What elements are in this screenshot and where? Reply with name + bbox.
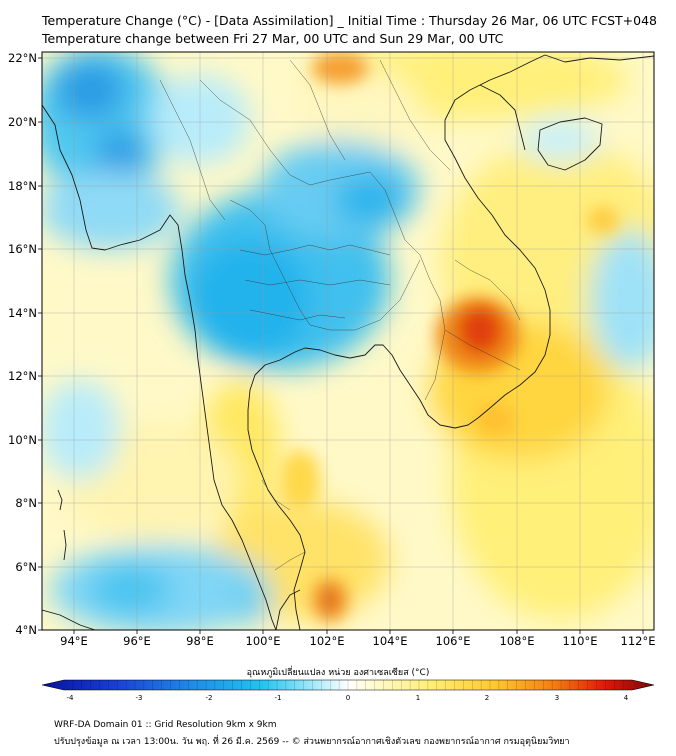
lon-label: 100°E <box>246 634 281 648</box>
colorbar-tick: 4 <box>624 694 629 702</box>
lat-label: 12°N <box>8 369 37 383</box>
province-borders <box>159 59 521 571</box>
lon-label: 108°E <box>500 634 535 648</box>
plot-frame <box>41 51 655 631</box>
colorbar-tick: -3 <box>136 694 143 702</box>
temperature-field <box>42 52 654 630</box>
colorbar-tick: 3 <box>555 694 559 702</box>
lon-label: 102°E <box>310 634 345 648</box>
map-subtitle: Temperature change between Fri 27 Mar, 0… <box>42 31 504 46</box>
lat-label: 16°N <box>8 242 37 256</box>
lon-label: 94°E <box>60 634 88 648</box>
colorbar-title: อุณหภูมิเปลี่ยนแปลง หน่วย องศาเซลเซียส (… <box>246 668 430 678</box>
colorbar-tick: -2 <box>206 694 213 702</box>
lat-label: 10°N <box>8 433 37 447</box>
lon-label: 104°E <box>373 634 408 648</box>
lon-label: 110°E <box>563 634 598 648</box>
lat-label: 20°N <box>8 115 37 129</box>
colorbar-tick: -1 <box>275 694 282 702</box>
colorbar: -4 -3 -2 -1 0 1 2 3 4 <box>41 679 655 702</box>
lat-label: 22°N <box>8 51 37 65</box>
lon-label: 98°E <box>186 634 214 648</box>
footer-model-info: WRF-DA Domain 01 :: Grid Resolution 9km … <box>54 720 277 730</box>
graticule <box>42 52 654 630</box>
lon-label: 106°E <box>436 634 471 648</box>
lat-label: 14°N <box>8 306 37 320</box>
lat-label: 4°N <box>15 623 37 637</box>
coastlines <box>42 54 654 630</box>
map-title: Temperature Change (°C) - [Data Assimila… <box>42 13 657 28</box>
colorbar-tick: 1 <box>416 694 420 702</box>
lat-label: 6°N <box>15 560 37 574</box>
colorbar-tick: 2 <box>485 694 489 702</box>
lat-label: 8°N <box>15 496 37 510</box>
footer-credit: ปรับปรุงข้อมูล ณ เวลา 13:00น. วัน พฤ. ที… <box>54 737 570 747</box>
lon-label: 112°E <box>621 634 656 648</box>
lat-label: 18°N <box>8 179 37 193</box>
colorbar-tick: 0 <box>346 694 350 702</box>
lon-label: 96°E <box>123 634 151 648</box>
colorbar-tick: -4 <box>67 694 75 702</box>
